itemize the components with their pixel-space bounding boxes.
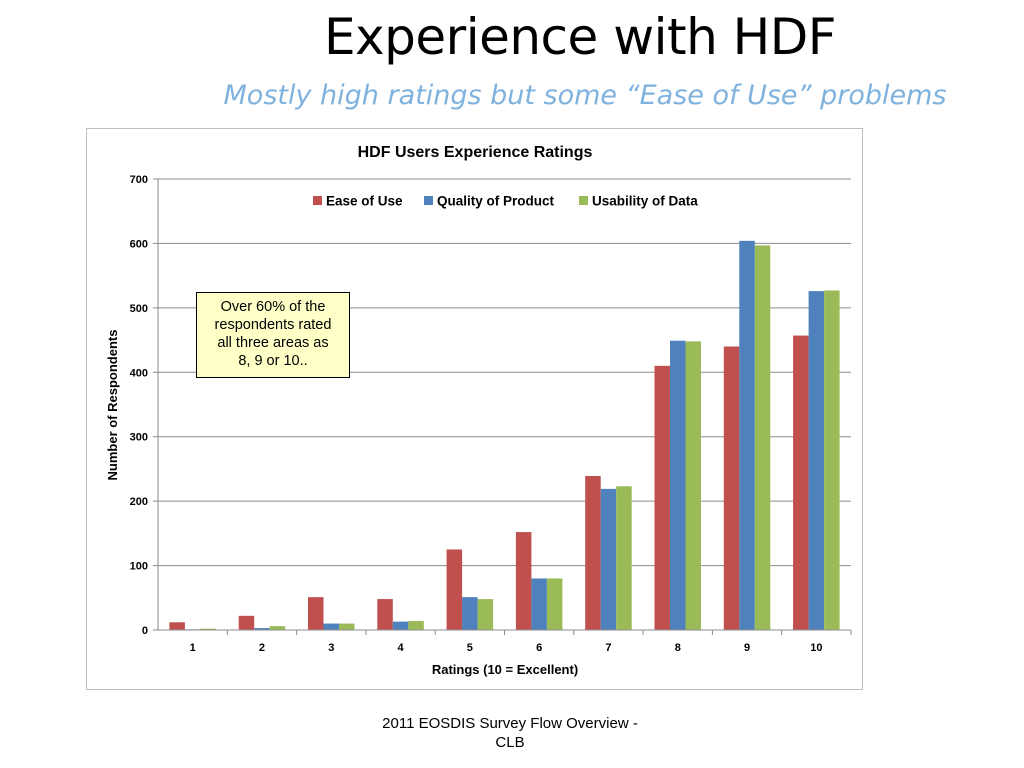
bar	[515, 532, 532, 630]
axes: 0 100 200 300 400 500 600 700 1 2 3 4 5 6 7 8 9 10	[130, 174, 852, 654]
y-tick-label: 0	[142, 625, 148, 637]
bar	[600, 488, 617, 630]
x-tick-label: 4	[397, 642, 404, 654]
callout-line: respondents rated	[214, 317, 332, 333]
bar	[269, 626, 286, 630]
legend-swatch	[313, 196, 322, 205]
x-tick-label: 5	[467, 642, 473, 654]
legend-label: Ease of Use	[326, 194, 403, 209]
callout-line: Over 60% of the	[220, 299, 326, 315]
bar	[616, 486, 632, 630]
bar-chart: HDF Users Experience Ratings 0 100 200 300 4…	[105, 144, 852, 677]
bar	[392, 621, 409, 630]
bar	[793, 335, 809, 630]
bar	[323, 623, 339, 630]
bar	[739, 240, 755, 630]
y-tick-label: 400	[130, 367, 148, 379]
bar	[169, 622, 185, 630]
legend-swatch	[579, 196, 588, 205]
y-tick-label: 600	[130, 238, 148, 250]
bar	[238, 615, 255, 630]
annotation-callout: Over 60% of the respondents rated all th…	[196, 292, 350, 378]
y-tick-label: 300	[130, 432, 148, 444]
y-tick-label: 200	[130, 496, 148, 508]
bar	[339, 623, 355, 630]
bar	[200, 628, 216, 630]
bar	[377, 599, 393, 630]
chart-frame: HDF Users Experience Ratings 0 100 200 300 4…	[86, 128, 863, 690]
bar	[723, 346, 740, 630]
y-tick-label: 100	[130, 561, 148, 573]
bars	[169, 240, 840, 630]
legend-label: Quality of Product	[437, 194, 555, 209]
slide-title: Experience with HDF	[323, 8, 837, 66]
bar	[531, 578, 547, 630]
x-tick-label: 9	[744, 642, 750, 654]
x-tick-label: 3	[328, 642, 334, 654]
bar	[308, 597, 324, 630]
x-tick-label: 6	[536, 642, 542, 654]
x-tick-label: 2	[259, 642, 265, 654]
footer-line: CLB	[495, 734, 525, 751]
y-tick-label: 700	[130, 174, 148, 186]
bar	[685, 341, 701, 630]
callout-line: all three areas as	[217, 335, 329, 351]
bar	[585, 476, 601, 630]
bar	[670, 340, 686, 630]
x-tick-label: 10	[810, 642, 822, 654]
callout-line: 8, 9 or 10..	[238, 353, 308, 369]
x-tick-label: 7	[605, 642, 611, 654]
bar	[824, 290, 840, 630]
x-tick-label: 8	[675, 642, 681, 654]
y-tick-label: 500	[130, 303, 148, 315]
slide-subtitle: Mostly high ratings but some “Ease of Us…	[223, 80, 947, 111]
bar	[446, 549, 463, 630]
bar	[808, 291, 825, 630]
legend: Ease of Use Quality of Product Usability o…	[313, 194, 698, 209]
legend-label: Usability of Data	[592, 194, 698, 209]
bar	[477, 599, 494, 630]
x-tick-label: 1	[190, 642, 196, 654]
y-axis-title: Number of Respondents	[105, 330, 120, 481]
slide-footer: 2011 EOSDIS Survey Flow Overview - CLB	[360, 714, 660, 752]
legend-swatch	[424, 196, 433, 205]
bar	[462, 597, 478, 630]
bar	[654, 365, 670, 630]
bar	[546, 578, 563, 630]
x-axis-title: Ratings (10 = Excellent)	[432, 662, 578, 677]
bar	[254, 628, 270, 630]
bar	[754, 245, 771, 630]
bar	[408, 620, 424, 630]
chart-title: HDF Users Experience Ratings	[358, 144, 593, 161]
footer-line: 2011 EOSDIS Survey Flow Overview -	[382, 715, 638, 732]
